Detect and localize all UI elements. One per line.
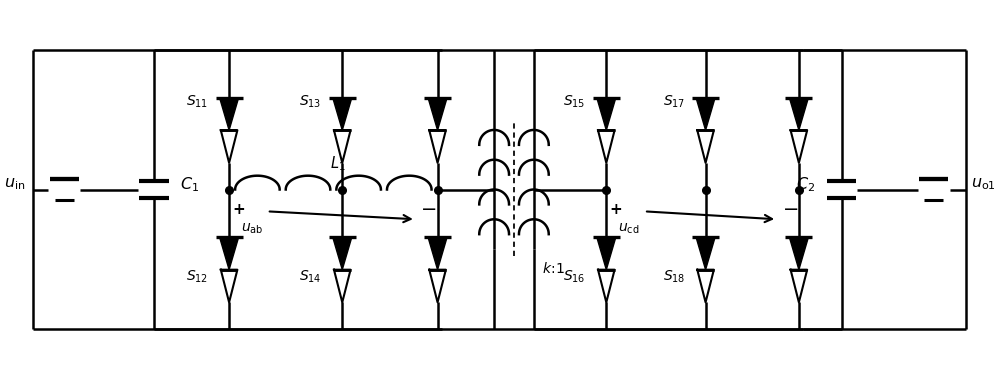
Text: $C_2$: $C_2$ bbox=[796, 175, 815, 194]
Polygon shape bbox=[220, 98, 239, 130]
Text: $S_{11}$: $S_{11}$ bbox=[186, 94, 208, 110]
Text: $S_{14}$: $S_{14}$ bbox=[299, 269, 322, 285]
Text: $u_{\rm in}$: $u_{\rm in}$ bbox=[4, 175, 25, 192]
Text: +: + bbox=[233, 202, 245, 217]
Polygon shape bbox=[333, 238, 352, 270]
Polygon shape bbox=[428, 238, 447, 270]
Polygon shape bbox=[333, 98, 352, 130]
Polygon shape bbox=[597, 98, 616, 130]
Text: +: + bbox=[610, 202, 623, 217]
Text: $S_{15}$: $S_{15}$ bbox=[563, 94, 586, 110]
Polygon shape bbox=[597, 238, 616, 270]
Text: $C_1$: $C_1$ bbox=[180, 175, 200, 194]
Polygon shape bbox=[696, 98, 715, 130]
Text: $S_{18}$: $S_{18}$ bbox=[663, 269, 685, 285]
Polygon shape bbox=[789, 98, 808, 130]
Text: $k\!:\!1$: $k\!:\!1$ bbox=[542, 262, 565, 276]
Text: $S_{13}$: $S_{13}$ bbox=[299, 94, 322, 110]
Text: $u_{\rm ab}$: $u_{\rm ab}$ bbox=[241, 222, 263, 236]
Polygon shape bbox=[696, 238, 715, 270]
Polygon shape bbox=[789, 238, 808, 270]
Text: $S_{16}$: $S_{16}$ bbox=[563, 269, 586, 285]
Text: $S_{12}$: $S_{12}$ bbox=[186, 269, 208, 285]
Polygon shape bbox=[220, 238, 239, 270]
Text: $u_{\rm o1}$: $u_{\rm o1}$ bbox=[971, 175, 996, 192]
Polygon shape bbox=[428, 98, 447, 130]
Text: $L_1$: $L_1$ bbox=[330, 154, 346, 173]
Text: $S_{17}$: $S_{17}$ bbox=[663, 94, 685, 110]
Text: $u_{\rm cd}$: $u_{\rm cd}$ bbox=[618, 222, 640, 236]
Text: −: − bbox=[783, 200, 799, 219]
Text: −: − bbox=[421, 200, 438, 219]
